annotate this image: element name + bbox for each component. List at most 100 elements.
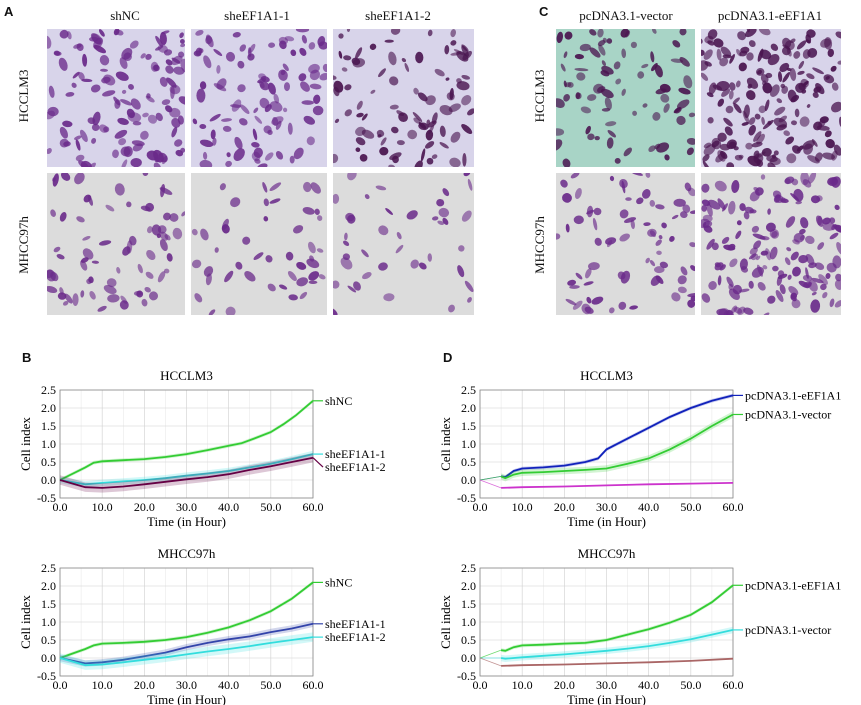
y-tick-label: -0.5	[457, 669, 476, 683]
y-tick-label: 1.0	[41, 437, 56, 451]
x-axis-label: Time (in Hour)	[567, 514, 646, 529]
y-tick-label: 2.0	[461, 401, 476, 415]
x-tick-label: 60.0	[303, 678, 324, 692]
x-tick-label: 30.0	[596, 500, 617, 514]
plot-frame	[59, 567, 314, 677]
row-label-mhcc97h-a: MHCC97h	[16, 216, 31, 274]
y-tick-label: 1.0	[461, 615, 476, 629]
legend-label: pcDNA3.1-vector	[745, 623, 831, 637]
plot-frame	[59, 389, 314, 499]
col-label-vector: pcDNA3.1-vector	[579, 8, 673, 23]
series-error-band	[501, 411, 733, 482]
x-tick-label: 0.0	[53, 678, 68, 692]
series-line	[501, 482, 734, 489]
x-tick-label: 40.0	[638, 678, 659, 692]
micrograph-c-hcclm3-vector	[556, 29, 695, 167]
x-tick-label: 40.0	[638, 500, 659, 514]
y-tick-label: 0.5	[461, 455, 476, 469]
series-line	[59, 581, 314, 659]
x-tick-label: 30.0	[176, 500, 197, 514]
x-tick-label: 10.0	[512, 678, 533, 692]
x-tick-label: 30.0	[596, 678, 617, 692]
y-axis-label: Cell index	[438, 417, 453, 471]
chart-d-mhcc97h: MHCC97h 0.0 10.0 20.0 30.0 40.0 50.0 60.0 -0.5 0.…	[420, 540, 850, 705]
legend-label: shNC	[325, 394, 352, 408]
x-tick-label: 0.0	[53, 500, 68, 514]
y-tick-label: -0.5	[37, 669, 56, 683]
series-line	[500, 629, 734, 660]
x-tick-label: 20.0	[134, 678, 155, 692]
x-tick-label: 20.0	[554, 500, 575, 514]
legend-label: sheEF1A1-2	[325, 630, 386, 644]
series-line	[59, 453, 314, 486]
micrograph-a-hcclm3-she2	[333, 29, 474, 167]
x-tick-label: 60.0	[303, 500, 324, 514]
y-axis-label: Cell index	[438, 595, 453, 649]
x-tick-label: 30.0	[176, 678, 197, 692]
x-tick-label: 0.0	[473, 500, 488, 514]
micrograph-c-mhcc97h-eef1a1	[701, 173, 841, 315]
series-error-band	[60, 453, 313, 493]
chart-d-hcclm3: HCCLM3 0.0 10.0 20.0 30.0 40.0 50.0 60.0 -0.5 0.0…	[420, 362, 850, 529]
panel-letter-c: C	[539, 4, 549, 19]
y-tick-label: 1.5	[41, 597, 56, 611]
micrograph-a-mhcc97h-she2	[333, 173, 474, 315]
series-lead-line	[479, 657, 502, 667]
y-tick-label: 0.0	[41, 473, 56, 487]
y-tick-label: 0.0	[41, 651, 56, 665]
micrograph-c-hcclm3-eef1a1	[701, 29, 841, 167]
x-axis-label: Time (in Hour)	[147, 514, 226, 529]
legend-label: pcDNA3.1-eEF1A1	[745, 388, 841, 402]
y-tick-label: 0.5	[41, 633, 56, 647]
y-tick-label: 1.0	[41, 615, 56, 629]
y-tick-label: 2.5	[461, 561, 476, 575]
x-tick-label: 10.0	[92, 500, 113, 514]
y-tick-label: 2.5	[41, 383, 56, 397]
col-label-she2: sheEF1A1-2	[365, 8, 431, 23]
x-tick-label: 50.0	[260, 678, 281, 692]
y-tick-label: 0.5	[461, 633, 476, 647]
y-tick-label: 2.0	[41, 401, 56, 415]
col-label-eef1a1: pcDNA3.1-eEF1A1	[717, 8, 823, 23]
series-line	[500, 413, 734, 480]
legend-label: shNC	[325, 575, 352, 589]
row-label-hcclm3-c: HCCLM3	[532, 69, 547, 123]
plot-frame	[479, 389, 734, 499]
series-line	[59, 622, 314, 665]
y-tick-label: 0.5	[41, 455, 56, 469]
x-axis-label: Time (in Hour)	[147, 692, 226, 705]
y-tick-label: 2.0	[41, 579, 56, 593]
series-line	[500, 584, 734, 652]
x-tick-label: 50.0	[680, 500, 701, 514]
chart-b-mhcc97h: MHCC97h 0.0 10.0 20.0 30.0 40.0 50.0 60.0 -0.5 0.…	[0, 540, 430, 705]
series-line	[501, 657, 734, 667]
x-tick-label: 50.0	[680, 678, 701, 692]
series-error-band	[501, 626, 733, 662]
y-tick-label: 0.0	[461, 473, 476, 487]
series-line	[500, 394, 734, 479]
chart-title: MHCC97h	[158, 546, 216, 561]
x-tick-label: 50.0	[260, 500, 281, 514]
legend-label: pcDNA3.1-vector	[745, 407, 831, 421]
micrograph-a-hcclm3-she1	[191, 29, 327, 167]
x-tick-label: 0.0	[473, 678, 488, 692]
series-error-band	[501, 583, 733, 653]
y-tick-label: 1.5	[461, 419, 476, 433]
series-line	[59, 400, 314, 481]
col-label-shnc: shNC	[110, 8, 140, 23]
y-tick-label: 2.0	[461, 579, 476, 593]
x-tick-label: 40.0	[218, 678, 239, 692]
chart-title: HCCLM3	[580, 368, 633, 383]
micrograph-c-mhcc97h-vector	[556, 173, 695, 315]
legend-leader	[312, 457, 324, 468]
x-tick-label: 20.0	[554, 678, 575, 692]
micrograph-a-mhcc97h-she1	[191, 173, 327, 315]
chart-title: HCCLM3	[160, 368, 213, 383]
x-tick-label: 10.0	[512, 500, 533, 514]
y-tick-label: 0.0	[461, 651, 476, 665]
series-error-band	[60, 620, 313, 667]
plot-frame	[479, 567, 734, 677]
